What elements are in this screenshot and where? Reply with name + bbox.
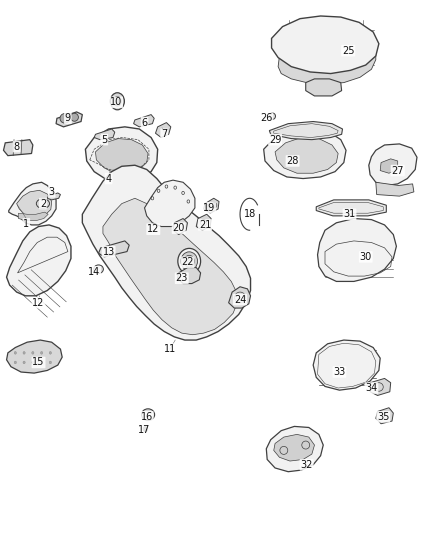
Text: 27: 27 [392, 166, 404, 175]
Polygon shape [306, 79, 342, 96]
Text: 19: 19 [203, 203, 215, 213]
Polygon shape [99, 241, 129, 257]
Ellipse shape [14, 352, 17, 354]
Polygon shape [204, 198, 219, 213]
Polygon shape [155, 123, 171, 138]
Text: 5: 5 [101, 135, 107, 144]
Polygon shape [380, 159, 398, 173]
Text: 34: 34 [365, 383, 378, 393]
Polygon shape [95, 139, 148, 173]
Polygon shape [7, 340, 62, 373]
Text: 2: 2 [40, 199, 46, 208]
Polygon shape [264, 129, 346, 179]
Polygon shape [18, 212, 48, 221]
Polygon shape [275, 138, 338, 173]
Text: 1: 1 [23, 219, 29, 229]
Text: 13: 13 [102, 247, 115, 256]
Ellipse shape [32, 361, 34, 364]
Text: 29: 29 [269, 135, 281, 144]
Text: 12: 12 [32, 298, 45, 308]
Polygon shape [85, 127, 158, 182]
Text: 31: 31 [343, 209, 356, 219]
Text: 24: 24 [234, 295, 246, 304]
Text: 33: 33 [333, 367, 346, 377]
Ellipse shape [181, 252, 198, 271]
Polygon shape [370, 378, 391, 395]
Text: 3: 3 [49, 187, 55, 197]
Text: 23: 23 [176, 273, 188, 283]
Polygon shape [173, 219, 187, 235]
Text: 17: 17 [138, 425, 151, 435]
Text: 4: 4 [106, 174, 112, 183]
Text: 16: 16 [141, 412, 153, 422]
Polygon shape [47, 193, 60, 200]
Polygon shape [376, 408, 393, 424]
Polygon shape [229, 287, 251, 308]
Ellipse shape [269, 113, 276, 119]
Polygon shape [274, 434, 314, 461]
Polygon shape [278, 54, 376, 84]
Text: 28: 28 [286, 156, 299, 166]
Polygon shape [177, 268, 201, 284]
Polygon shape [94, 129, 115, 140]
Text: 32: 32 [300, 460, 313, 470]
Polygon shape [82, 165, 251, 340]
Ellipse shape [60, 114, 70, 123]
Ellipse shape [113, 96, 121, 106]
Polygon shape [134, 115, 154, 127]
Polygon shape [313, 340, 380, 390]
Text: 10: 10 [110, 98, 122, 107]
Polygon shape [369, 144, 417, 185]
Text: 26: 26 [260, 114, 272, 123]
Polygon shape [196, 214, 211, 230]
Polygon shape [4, 140, 33, 156]
Text: 25: 25 [342, 46, 354, 55]
Polygon shape [103, 198, 237, 335]
Text: 30: 30 [360, 252, 372, 262]
Text: 7: 7 [161, 130, 167, 139]
Polygon shape [269, 122, 343, 140]
Ellipse shape [143, 426, 148, 432]
Polygon shape [272, 16, 379, 74]
Ellipse shape [23, 352, 25, 354]
Polygon shape [56, 112, 82, 127]
Polygon shape [9, 182, 56, 225]
Ellipse shape [94, 265, 103, 273]
Polygon shape [266, 426, 323, 472]
Text: 12: 12 [147, 224, 159, 234]
Ellipse shape [71, 114, 78, 122]
Ellipse shape [32, 352, 34, 354]
Ellipse shape [212, 203, 217, 208]
Text: 35: 35 [377, 412, 389, 422]
Ellipse shape [14, 361, 17, 364]
Text: 8: 8 [14, 142, 20, 151]
Polygon shape [376, 182, 414, 196]
Polygon shape [145, 180, 195, 227]
Ellipse shape [205, 204, 211, 209]
Text: 6: 6 [141, 118, 148, 127]
Text: 14: 14 [88, 267, 100, 277]
Ellipse shape [36, 199, 49, 208]
Ellipse shape [40, 352, 42, 354]
Ellipse shape [116, 99, 119, 103]
Polygon shape [7, 225, 71, 296]
Ellipse shape [40, 361, 42, 364]
Text: 11: 11 [164, 344, 176, 354]
Ellipse shape [23, 361, 25, 364]
Text: 15: 15 [32, 358, 45, 367]
Text: 9: 9 [65, 114, 71, 123]
Text: 21: 21 [199, 220, 211, 230]
Ellipse shape [49, 352, 52, 354]
Ellipse shape [141, 409, 155, 421]
Text: 18: 18 [244, 209, 256, 219]
Polygon shape [316, 200, 386, 216]
Polygon shape [17, 190, 52, 217]
Ellipse shape [110, 93, 124, 110]
Polygon shape [318, 219, 396, 281]
Ellipse shape [178, 248, 201, 274]
Text: 22: 22 [181, 257, 194, 267]
Ellipse shape [184, 255, 194, 267]
Text: 20: 20 [173, 223, 185, 233]
Ellipse shape [49, 361, 52, 364]
